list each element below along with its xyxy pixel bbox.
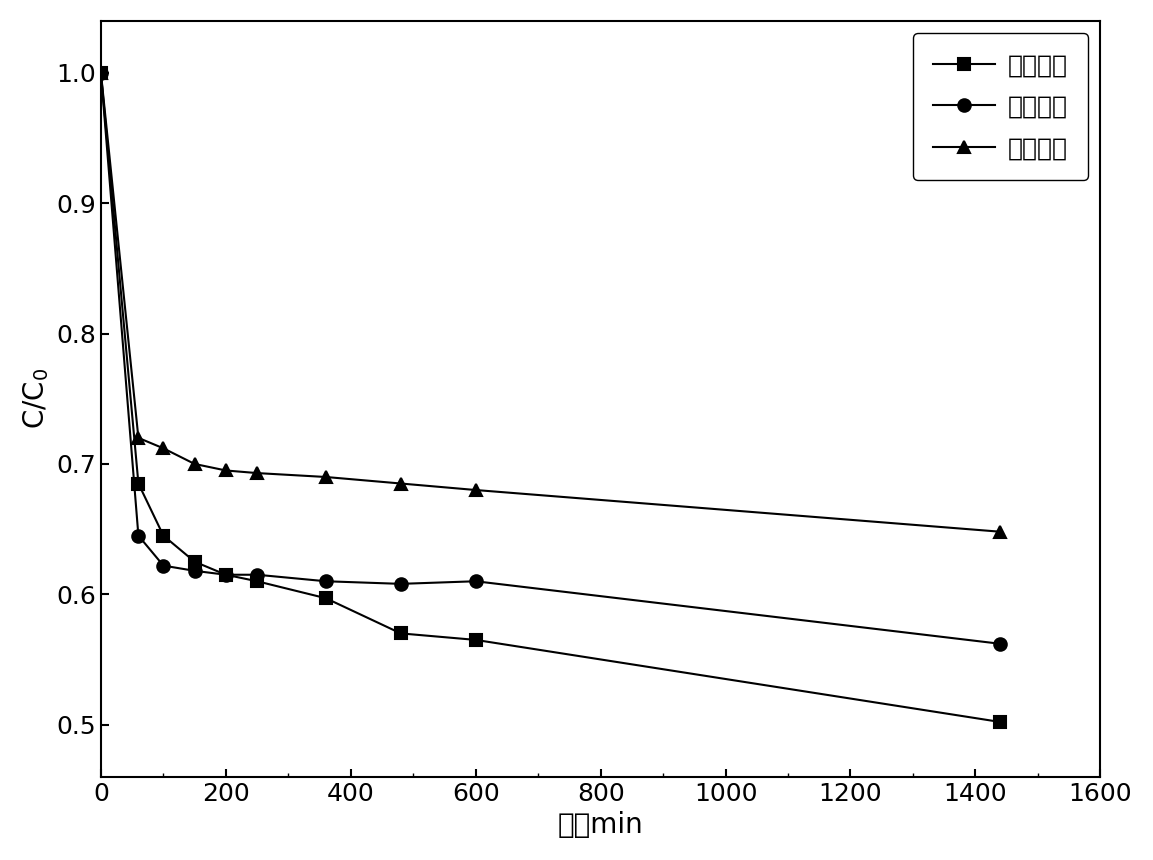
空气气氛 bbox=[188, 458, 202, 469]
X-axis label: 时间min: 时间min bbox=[558, 811, 643, 839]
氮气气氛 bbox=[131, 478, 145, 488]
空气气氛 bbox=[394, 478, 408, 488]
空气气氛 bbox=[219, 465, 233, 476]
氩气气氛 bbox=[157, 561, 171, 571]
氮气气氛 bbox=[157, 531, 171, 541]
Line: 空气气氛: 空气气氛 bbox=[95, 67, 1007, 538]
氮气气氛 bbox=[394, 628, 408, 638]
氩气气氛 bbox=[394, 579, 408, 589]
Line: 氮气气氛: 氮气气氛 bbox=[95, 67, 1007, 728]
氮气气氛 bbox=[95, 68, 108, 78]
Legend: 氮气气氛, 氩气气氛, 空气气氛: 氮气气氛, 氩气气氛, 空气气氛 bbox=[913, 34, 1087, 181]
空气气氛 bbox=[250, 468, 264, 478]
空气气氛 bbox=[131, 433, 145, 443]
氮气气氛 bbox=[188, 556, 202, 567]
氮气气氛 bbox=[250, 576, 264, 587]
氩气气氛 bbox=[994, 639, 1008, 649]
氩气气氛 bbox=[95, 68, 108, 78]
空气气氛 bbox=[95, 68, 108, 78]
氩气气氛 bbox=[319, 576, 333, 587]
氩气气氛 bbox=[219, 569, 233, 580]
Y-axis label: C/C$_0$: C/C$_0$ bbox=[21, 368, 51, 429]
氩气气氛 bbox=[188, 566, 202, 576]
空气气氛 bbox=[469, 485, 483, 495]
氮气气氛 bbox=[469, 635, 483, 645]
氩气气氛 bbox=[250, 569, 264, 580]
空气气氛 bbox=[319, 472, 333, 482]
氩气气氛 bbox=[469, 576, 483, 587]
空气气氛 bbox=[994, 526, 1008, 537]
氮气气氛 bbox=[319, 593, 333, 604]
氩气气氛 bbox=[131, 531, 145, 541]
氮气气氛 bbox=[219, 569, 233, 580]
空气气氛 bbox=[157, 443, 171, 453]
氮气气氛 bbox=[994, 717, 1008, 728]
Line: 氩气气氛: 氩气气氛 bbox=[95, 67, 1007, 650]
